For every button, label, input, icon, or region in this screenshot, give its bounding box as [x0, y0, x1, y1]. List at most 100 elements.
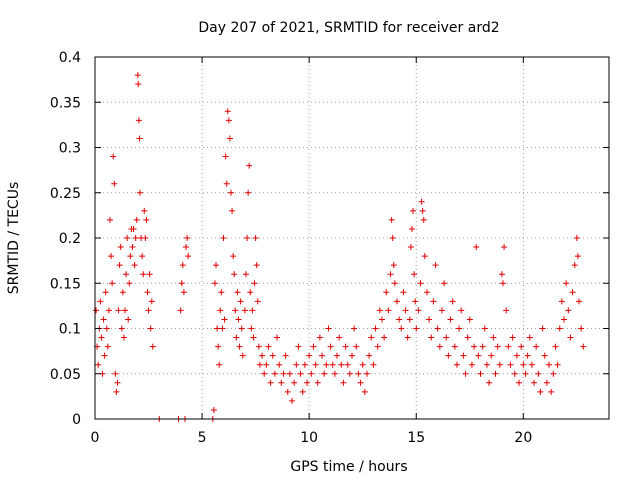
data-point — [349, 352, 355, 359]
data-point — [490, 334, 497, 341]
data-point — [436, 343, 443, 350]
data-point — [239, 352, 246, 359]
data-point — [136, 189, 143, 196]
data-point — [468, 361, 475, 368]
data-point — [133, 216, 140, 223]
data-point — [323, 361, 330, 368]
data-point — [127, 253, 134, 260]
data-point — [210, 406, 217, 413]
data-point — [554, 361, 561, 368]
data-point — [144, 289, 151, 296]
data-point — [304, 379, 311, 386]
data-point — [134, 72, 141, 79]
data-point — [334, 352, 341, 359]
data-point — [580, 343, 587, 350]
data-point — [103, 325, 110, 332]
data-point — [112, 370, 119, 377]
x-tick-label: 5 — [198, 430, 207, 446]
data-point — [574, 253, 581, 260]
data-point — [418, 198, 425, 205]
data-point — [406, 316, 413, 323]
data-point — [522, 370, 529, 377]
data-point — [216, 361, 223, 368]
data-point — [222, 153, 229, 160]
data-point — [148, 298, 155, 305]
data-point — [503, 307, 510, 314]
data-point — [299, 388, 306, 395]
data-point — [234, 289, 241, 296]
data-point — [254, 298, 261, 305]
data-point — [499, 280, 506, 287]
data-point — [445, 352, 452, 359]
y-tick-label: 0.3 — [59, 141, 81, 157]
data-point — [147, 325, 154, 332]
data-point — [104, 343, 111, 350]
data-point — [410, 207, 417, 214]
data-point — [325, 325, 332, 332]
data-point — [211, 280, 218, 287]
data-point — [217, 307, 224, 314]
data-point — [265, 343, 272, 350]
data-point — [235, 316, 242, 323]
data-point — [466, 316, 473, 323]
data-point — [443, 334, 450, 341]
data-point — [118, 325, 125, 332]
y-tick-label: 0.1 — [59, 322, 81, 338]
data-point — [146, 271, 153, 278]
data-point — [494, 343, 501, 350]
data-point — [479, 343, 486, 350]
data-point — [178, 280, 185, 287]
data-point — [432, 262, 439, 269]
data-point — [132, 235, 139, 241]
data-point — [253, 262, 260, 269]
data-point — [246, 162, 253, 169]
data-point — [244, 235, 251, 241]
data-point — [331, 370, 338, 377]
data-point — [563, 280, 570, 287]
data-point — [115, 307, 122, 314]
y-tick-label: 0.25 — [50, 186, 81, 202]
data-point — [393, 298, 400, 305]
data-point — [185, 253, 192, 260]
data-point — [135, 117, 142, 124]
data-point — [278, 379, 285, 386]
data-point — [282, 352, 289, 359]
data-point — [119, 289, 126, 296]
data-point — [113, 388, 120, 395]
data-point — [453, 361, 460, 368]
data-point — [256, 361, 263, 368]
data-point — [526, 334, 533, 341]
data-point — [271, 370, 278, 377]
data-point — [441, 280, 448, 287]
data-point — [430, 298, 437, 305]
data-point — [546, 361, 553, 368]
data-point — [139, 253, 146, 260]
data-point — [263, 361, 270, 368]
data-point — [342, 343, 349, 350]
data-point — [184, 235, 191, 241]
data-point — [116, 262, 123, 269]
data-point — [242, 271, 249, 278]
data-point — [95, 361, 102, 368]
data-point — [136, 135, 143, 142]
data-point — [451, 343, 458, 350]
data-point — [141, 207, 148, 214]
data-point — [567, 334, 574, 341]
data-point — [255, 343, 262, 350]
data-point — [308, 370, 315, 377]
data-point — [412, 298, 419, 305]
data-point — [537, 388, 544, 395]
data-point — [370, 361, 377, 368]
data-point — [248, 325, 255, 332]
data-point — [297, 370, 304, 377]
data-point — [241, 307, 248, 314]
data-point — [247, 289, 254, 296]
data-point — [245, 189, 252, 196]
data-point — [284, 388, 291, 395]
data-point — [361, 388, 368, 395]
data-point — [121, 307, 128, 314]
data-point — [97, 298, 104, 305]
data-point — [232, 307, 239, 314]
data-point — [492, 370, 499, 377]
data-point — [125, 316, 132, 323]
